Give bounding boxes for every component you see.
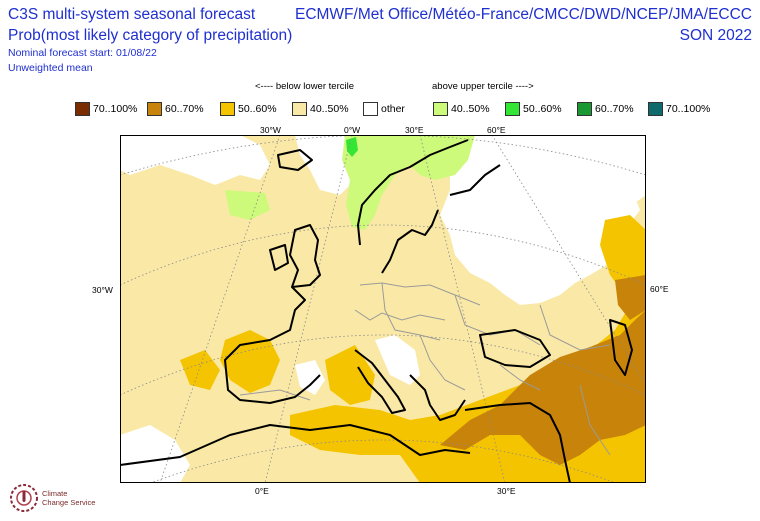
below-tercile-label: <---- below lower tercile: [255, 81, 354, 92]
above-tercile-region-greenland-sea: [225, 190, 270, 220]
models-title: ECMWF/Met Office/Météo-France/CMCC/DWD/N…: [294, 6, 752, 23]
chart-title: C3S multi-system seasonal forecast: [8, 6, 256, 23]
lon-tick-label: 0°E: [255, 486, 269, 496]
chart-subtitle: Prob(most likely category of precipitati…: [8, 27, 293, 44]
legend-item: 40..50%: [292, 101, 349, 117]
above-tercile-label: above upper tercile ---->: [432, 81, 534, 92]
country-borders: [239, 282, 611, 456]
legend-swatch: [75, 102, 90, 116]
below-60-70-region-anatolia: [440, 310, 646, 465]
logo-line-1: Climate: [42, 489, 68, 498]
legend-item: 70..100%: [75, 101, 137, 117]
logo-text: Climate Change Service: [42, 489, 95, 507]
above-tercile-core-region: [346, 137, 358, 157]
lon-tick-label: 30°W: [92, 285, 113, 295]
legend-item: other: [363, 101, 405, 117]
legend-item: 70..100%: [648, 101, 710, 117]
legend-item: 40..50%: [433, 101, 490, 117]
other-region-west: [120, 135, 270, 185]
legend-swatch: [505, 102, 520, 116]
legend-swatch: [292, 102, 307, 116]
below-50-60-region-east: [600, 215, 646, 295]
mean-type-label: Unweighted mean: [8, 62, 93, 74]
legend-label: 50..60%: [523, 103, 562, 115]
legend-item: 60..70%: [577, 101, 634, 117]
lon-tick-label: 30°W: [260, 125, 281, 135]
legend-item: 60..70%: [147, 101, 204, 117]
legend-label: 70..100%: [666, 103, 711, 115]
below-60-70-region-east: [615, 275, 646, 320]
legend: 70..100% 60..70% 50..60% 40..50% other 4…: [0, 101, 760, 117]
other-region-iberia-interior: [295, 360, 325, 395]
below-50-60-region-atlantic: [180, 350, 220, 390]
map-frame: [120, 135, 646, 483]
graticule: [120, 135, 646, 483]
legend-swatch: [363, 102, 378, 116]
legend-label: other: [381, 103, 405, 115]
legend-swatch: [220, 102, 235, 116]
season-label: SON 2022: [679, 27, 752, 44]
lon-tick-label: 30°E: [497, 486, 516, 496]
lon-tick-label: 60°E: [487, 125, 506, 135]
lon-tick-label: 60°E: [650, 284, 669, 294]
legend-swatch: [648, 102, 663, 116]
lon-tick-label: 0°W: [344, 125, 361, 135]
legend-label: 70..100%: [93, 103, 138, 115]
legend-label: 40..50%: [451, 103, 490, 115]
legend-swatch: [147, 102, 162, 116]
legend-item: 50..60%: [505, 101, 562, 117]
climate-change-service-logo-icon: [10, 484, 38, 512]
legend-swatch: [577, 102, 592, 116]
legend-item: 50..60%: [220, 101, 277, 117]
legend-swatch: [433, 102, 448, 116]
legend-label: 50..60%: [238, 103, 277, 115]
legend-label: 40..50%: [310, 103, 349, 115]
other-region-southwest: [120, 425, 190, 483]
nominal-start-label: Nominal forecast start: 01/08/22: [8, 47, 157, 59]
lon-tick-label: 30°E: [405, 125, 424, 135]
coastlines: [120, 139, 633, 483]
above-tercile-region-scandinavia: [342, 135, 475, 230]
below-50-60-region-italy: [325, 345, 375, 405]
below-50-60-region-iberia: [220, 330, 280, 393]
other-region-adriatic: [375, 335, 420, 385]
forecast-map: [120, 135, 646, 483]
legend-label: 60..70%: [595, 103, 634, 115]
other-region-east: [440, 135, 646, 305]
legend-label: 60..70%: [165, 103, 204, 115]
logo-line-2: Change Service: [42, 498, 96, 507]
